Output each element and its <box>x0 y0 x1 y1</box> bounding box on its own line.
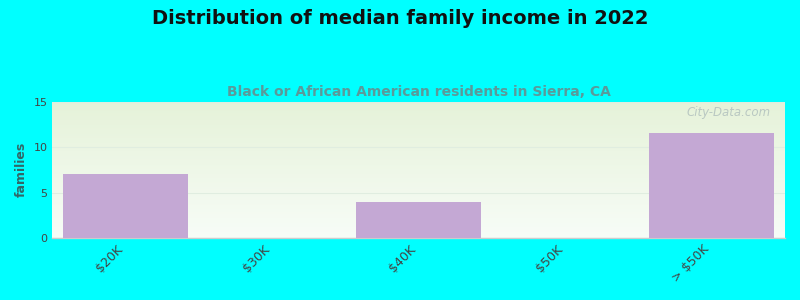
Title: Black or African American residents in Sierra, CA: Black or African American residents in S… <box>226 85 610 99</box>
Bar <box>357 202 481 238</box>
Bar <box>63 174 188 238</box>
Text: Distribution of median family income in 2022: Distribution of median family income in … <box>152 9 648 28</box>
Y-axis label: families: families <box>15 142 28 197</box>
Text: City-Data.com: City-Data.com <box>686 106 770 118</box>
Bar <box>650 134 774 238</box>
